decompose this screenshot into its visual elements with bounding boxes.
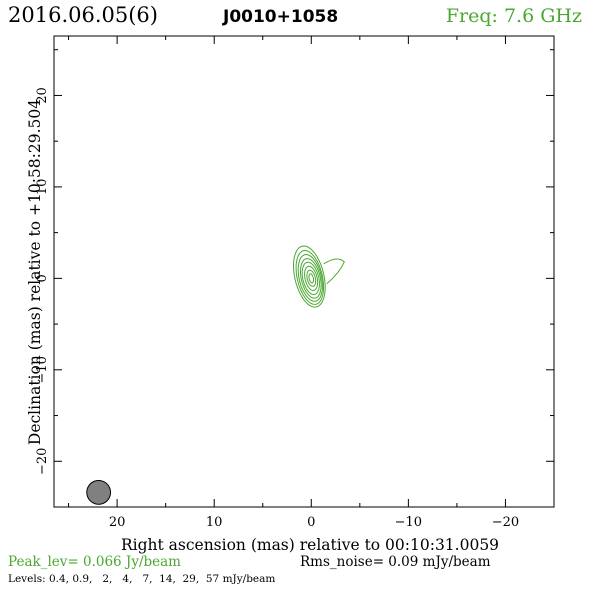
- x-tick-label: −10: [395, 515, 422, 530]
- x-axis-label: Right ascension (mas) relative to 00:10:…: [121, 536, 499, 554]
- contour-level: [308, 273, 315, 284]
- y-tick-label: −20: [35, 448, 50, 475]
- x-tick-label: 20: [109, 515, 126, 530]
- contour-levels: Levels: 0.4, 0.9, 2, 4, 7, 14, 29, 57 mJ…: [8, 573, 275, 585]
- x-tick-label: −20: [492, 515, 519, 530]
- x-tick-label: 0: [307, 515, 315, 530]
- contour-level: [301, 261, 320, 295]
- peak-level: Peak_lev= 0.066 Jy/beam: [8, 554, 181, 570]
- header-freq: Freq: 7.6 GHz: [446, 5, 582, 27]
- contour-lines: [292, 245, 345, 308]
- header-date: 2016.06.05(6): [8, 3, 158, 27]
- contour-level: [306, 269, 317, 287]
- plot-frame: [53, 35, 555, 508]
- header-source: J0010+1058: [222, 7, 338, 27]
- axis-ticks: [54, 36, 554, 507]
- y-tick-label: 10: [35, 179, 50, 196]
- contour-level: [304, 265, 319, 291]
- axis-tick-labels: 20 10 0 −10 −20 20 10 0 −10 −20: [35, 87, 519, 530]
- y-tick-label: −10: [35, 356, 50, 383]
- contour-level: [292, 245, 345, 308]
- rms-noise: Rms_noise= 0.09 mJy/beam: [300, 554, 491, 570]
- x-tick-label: 10: [206, 515, 223, 530]
- y-axis-label: Declination (mas) relative to +10:58:29.…: [26, 99, 44, 445]
- beam-ellipse: [86, 479, 112, 505]
- beam-layer: [86, 479, 112, 505]
- y-tick-label: 20: [35, 87, 50, 104]
- y-tick-label: 0: [35, 274, 50, 282]
- contour-level: [295, 249, 325, 305]
- contour-level: [300, 258, 322, 299]
- contour-level: [297, 253, 323, 302]
